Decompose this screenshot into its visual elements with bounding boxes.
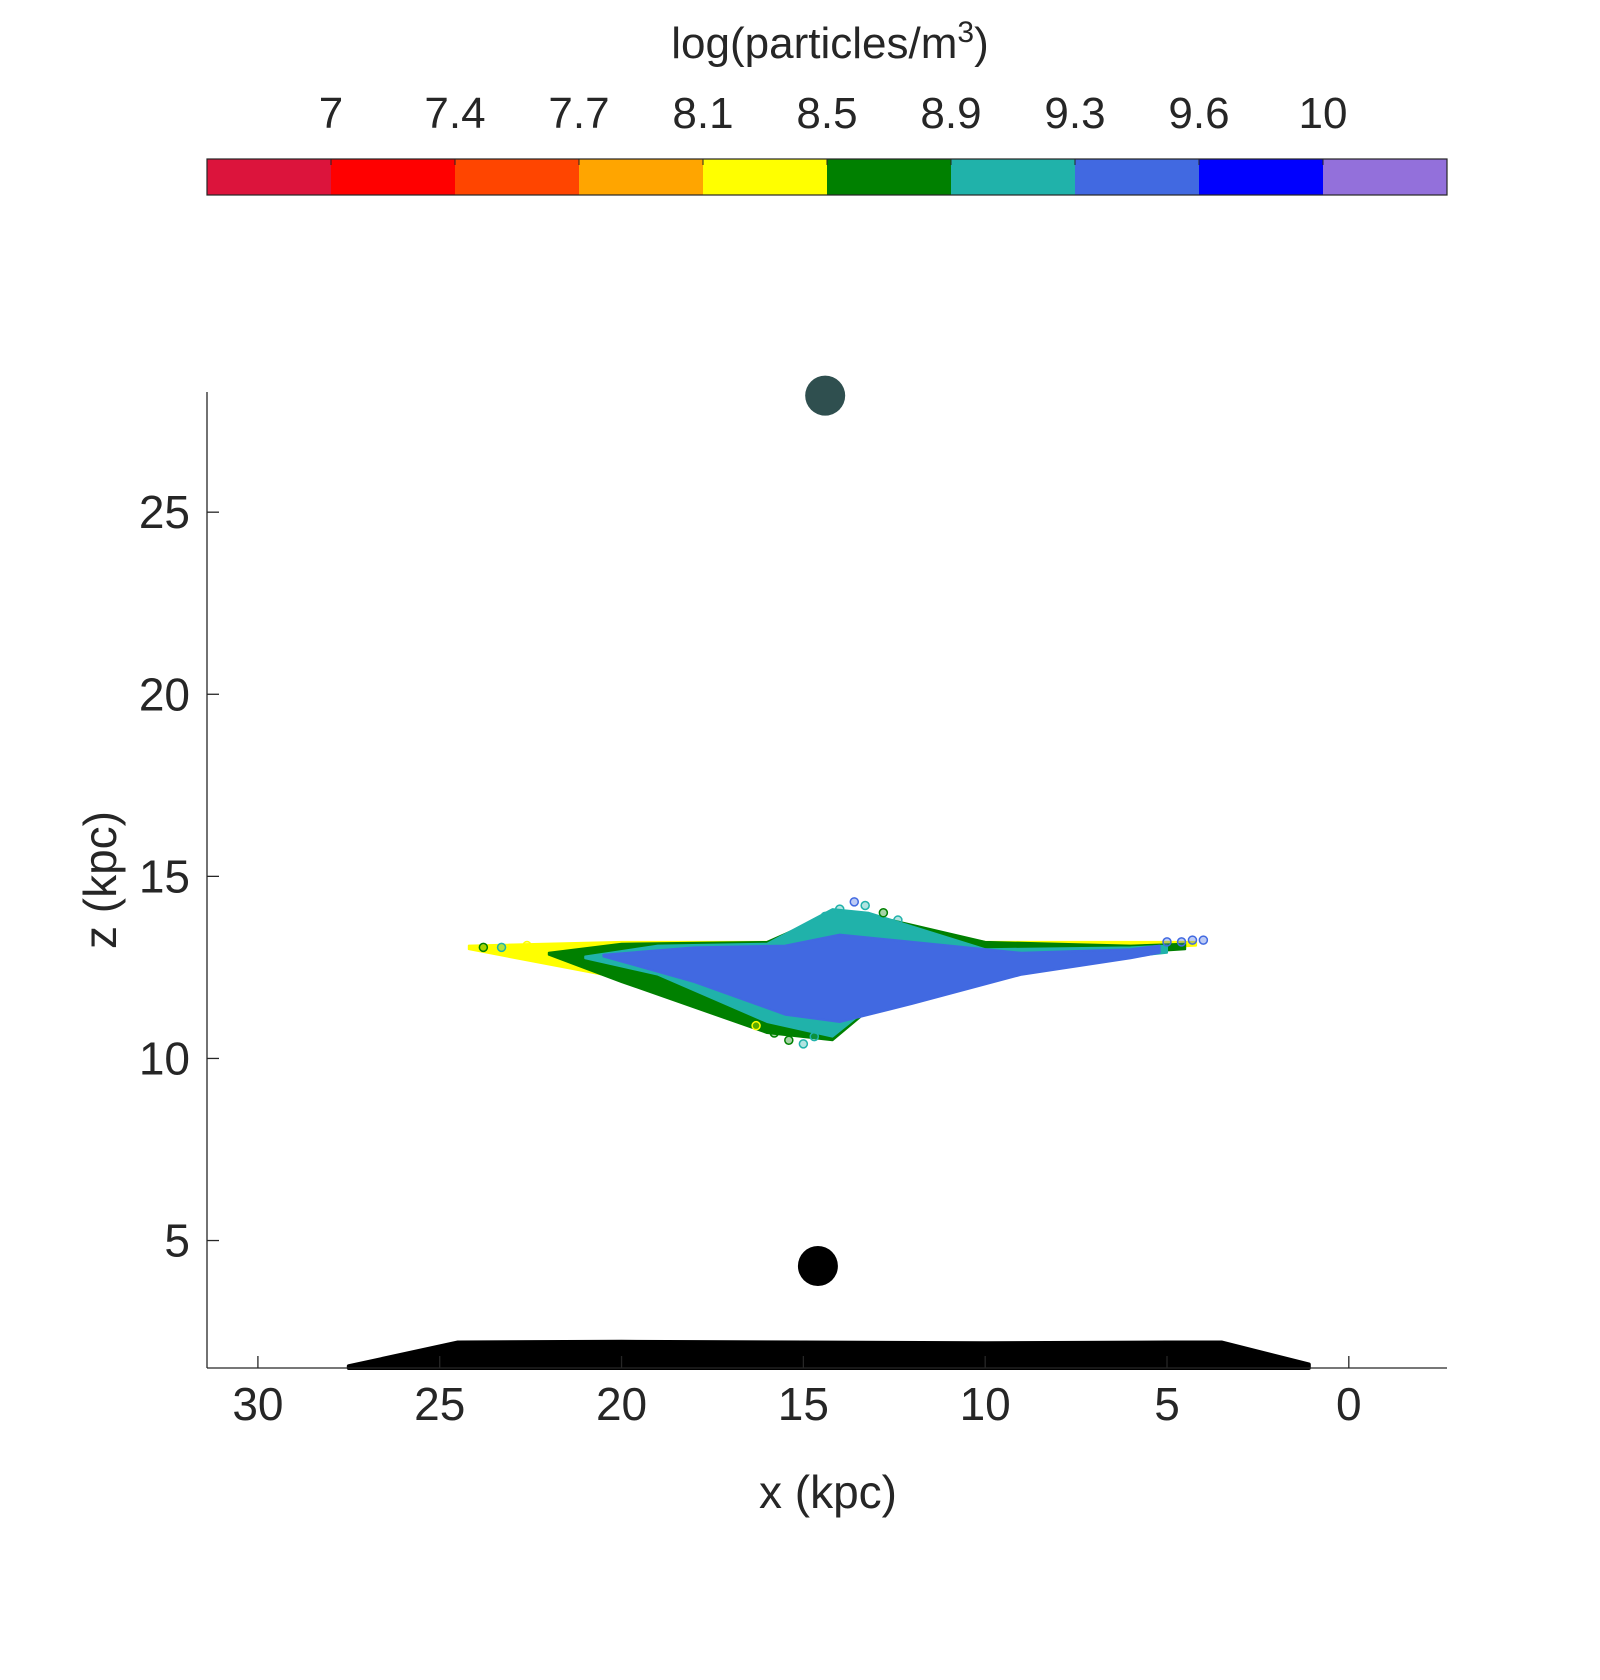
- axes: 30 25 20 15 10 5 0 25 20 15 10 5 x (kpc) z (kpc): [74, 392, 1447, 1518]
- y-tick-label: 20: [139, 668, 190, 720]
- x-axis-label: x (kpc): [759, 1466, 897, 1518]
- scatter-point: [849, 897, 860, 907]
- x-tick-label: 0: [1336, 1378, 1362, 1430]
- colorbar-title: log(particles/m3): [671, 16, 988, 68]
- colorbar-tick-label: 7.7: [548, 89, 609, 138]
- plume-layer: [602, 933, 1161, 1023]
- y-tick-label: 5: [164, 1215, 190, 1267]
- colorbar-segment: [703, 159, 828, 195]
- colorbar-tick-label: 8.1: [672, 89, 733, 138]
- x-tick-label: 5: [1154, 1378, 1180, 1430]
- colorbar-segment: [1323, 159, 1448, 195]
- scatter-point: [478, 942, 489, 953]
- colorbar-segment: [331, 159, 456, 195]
- colorbar-tick-label: 8.9: [920, 89, 981, 138]
- x-tick-label: 10: [960, 1378, 1011, 1430]
- colorbar-segment: [579, 159, 704, 195]
- scatter-point: [751, 1020, 761, 1031]
- x-tick-label: 20: [596, 1378, 647, 1430]
- scatter-point: [522, 940, 532, 951]
- scatter-point: [769, 1028, 780, 1038]
- y-tick-label: 15: [139, 850, 190, 902]
- scatter-point: [878, 908, 889, 918]
- colorbar-segment: [207, 159, 332, 195]
- scatter-point: [820, 911, 830, 922]
- x-tick-label: 25: [414, 1378, 465, 1430]
- x-tick-label: 30: [232, 1378, 283, 1430]
- colorbar-segment: [951, 159, 1076, 195]
- colorbar-segment: [455, 159, 580, 195]
- colorbar-segment: [1199, 159, 1324, 195]
- scatter-point: [809, 1031, 820, 1042]
- x-tick-label: 15: [778, 1378, 829, 1430]
- scatter-point: [784, 1035, 794, 1045]
- scatter-point: [1187, 935, 1198, 945]
- marker-dot: [805, 375, 846, 416]
- plot-area: [346, 375, 1311, 1370]
- colorbar-frame: [206, 158, 1448, 196]
- scatter-point: [834, 904, 845, 914]
- scatter-point: [1176, 937, 1187, 947]
- colorbar-tick-label: 9.3: [1044, 89, 1105, 138]
- colorbar-tick-label: 7: [319, 89, 343, 138]
- colorbar-tick-label: 9.6: [1168, 89, 1229, 138]
- y-axis-label: z (kpc): [74, 811, 126, 949]
- scatter-point: [496, 942, 507, 953]
- colorbar: log(particles/m3) 7 7.4 7.7 8.1 8.5 8.9 9.3 9.6…: [206, 16, 1448, 196]
- scatter-point: [893, 915, 903, 925]
- scatter-point: [1198, 935, 1209, 945]
- scatter-point: [1162, 937, 1172, 947]
- scatter-point: [860, 900, 870, 911]
- colorbar-tick-label: 7.4: [424, 89, 485, 138]
- colorbar-tick-label: 8.5: [796, 89, 857, 138]
- y-tick-label: 25: [139, 486, 190, 538]
- base-profile: [346, 1339, 1311, 1370]
- marker-dot: [797, 1246, 838, 1287]
- y-tick-label: 10: [139, 1032, 190, 1084]
- colorbar-segment: [827, 159, 952, 195]
- colorbar-segment: [1075, 159, 1200, 195]
- colorbar-tick-label: 10: [1299, 89, 1348, 138]
- scatter-point: [798, 1039, 809, 1049]
